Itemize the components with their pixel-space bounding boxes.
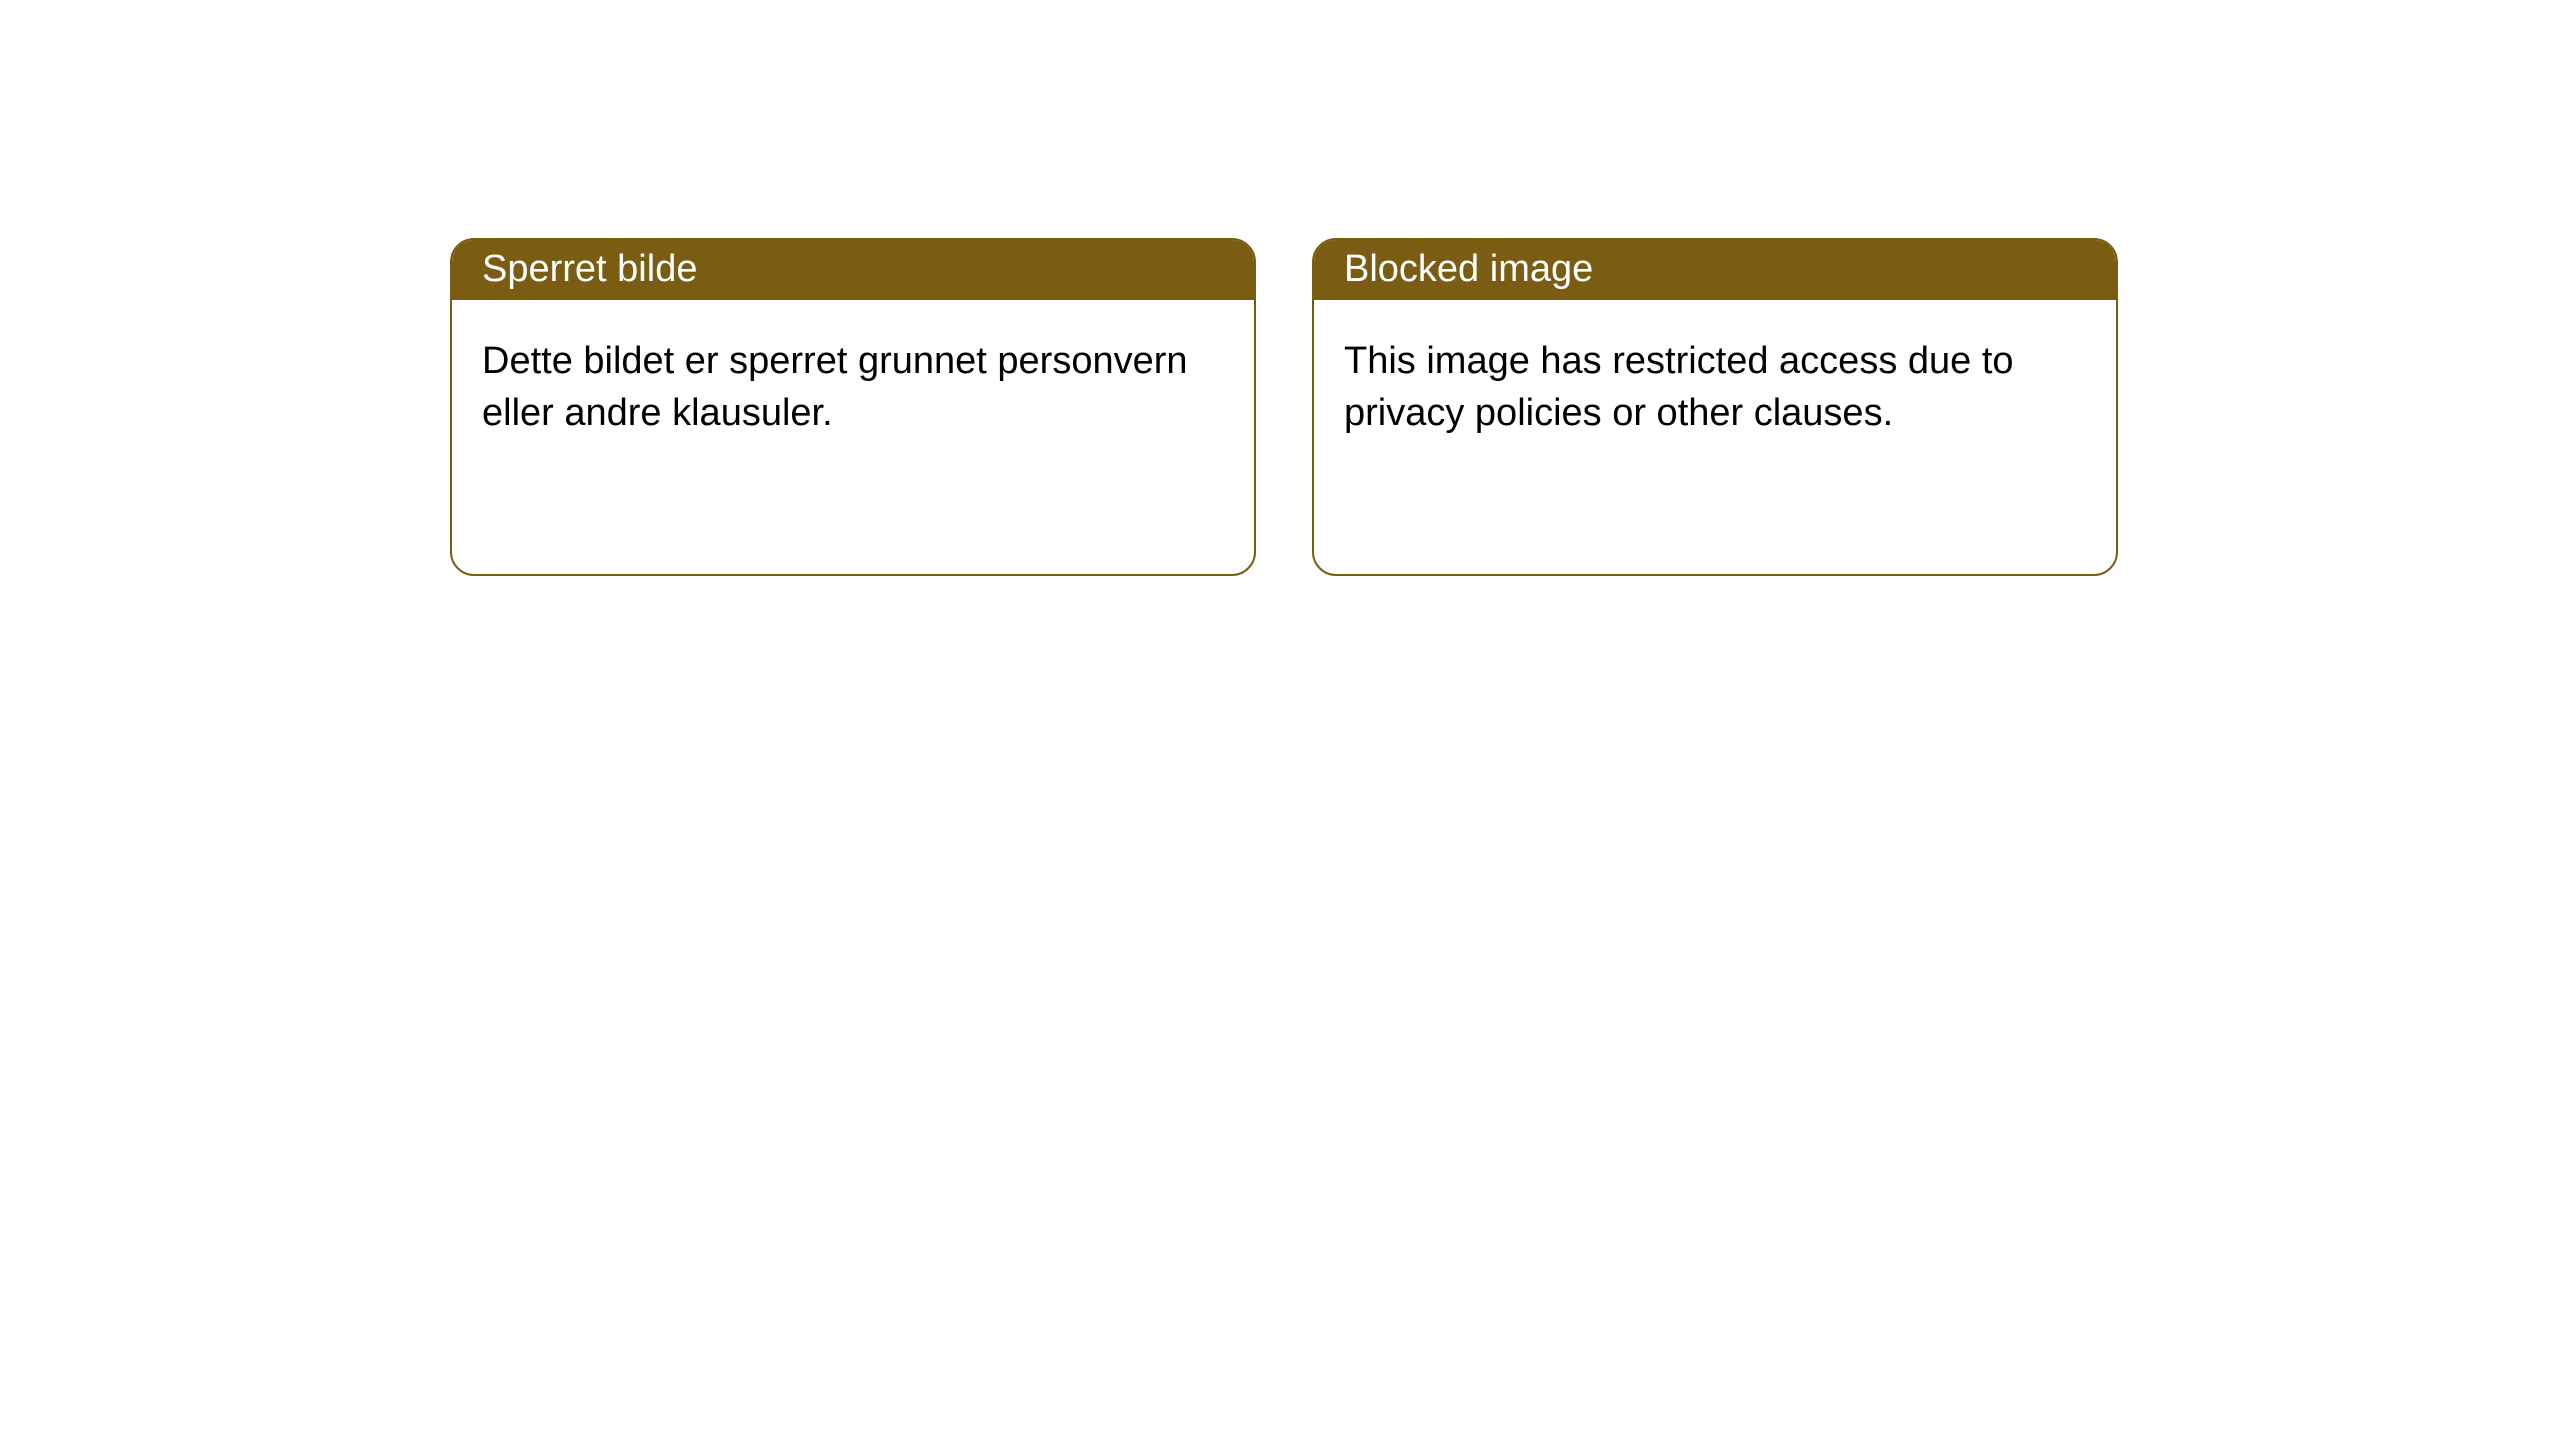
- card-body: This image has restricted access due to …: [1314, 300, 2116, 574]
- blocked-image-card-en: Blocked image This image has restricted …: [1312, 238, 2118, 576]
- card-header: Sperret bilde: [452, 240, 1254, 300]
- card-title: Blocked image: [1344, 248, 1593, 291]
- blocked-image-card-no: Sperret bilde Dette bildet er sperret gr…: [450, 238, 1256, 576]
- card-body: Dette bildet er sperret grunnet personve…: [452, 300, 1254, 574]
- card-header: Blocked image: [1314, 240, 2116, 300]
- card-body-text: This image has restricted access due to …: [1344, 336, 2086, 439]
- card-body-text: Dette bildet er sperret grunnet personve…: [482, 336, 1224, 439]
- card-title: Sperret bilde: [482, 248, 697, 291]
- card-container: Sperret bilde Dette bildet er sperret gr…: [0, 0, 2560, 576]
